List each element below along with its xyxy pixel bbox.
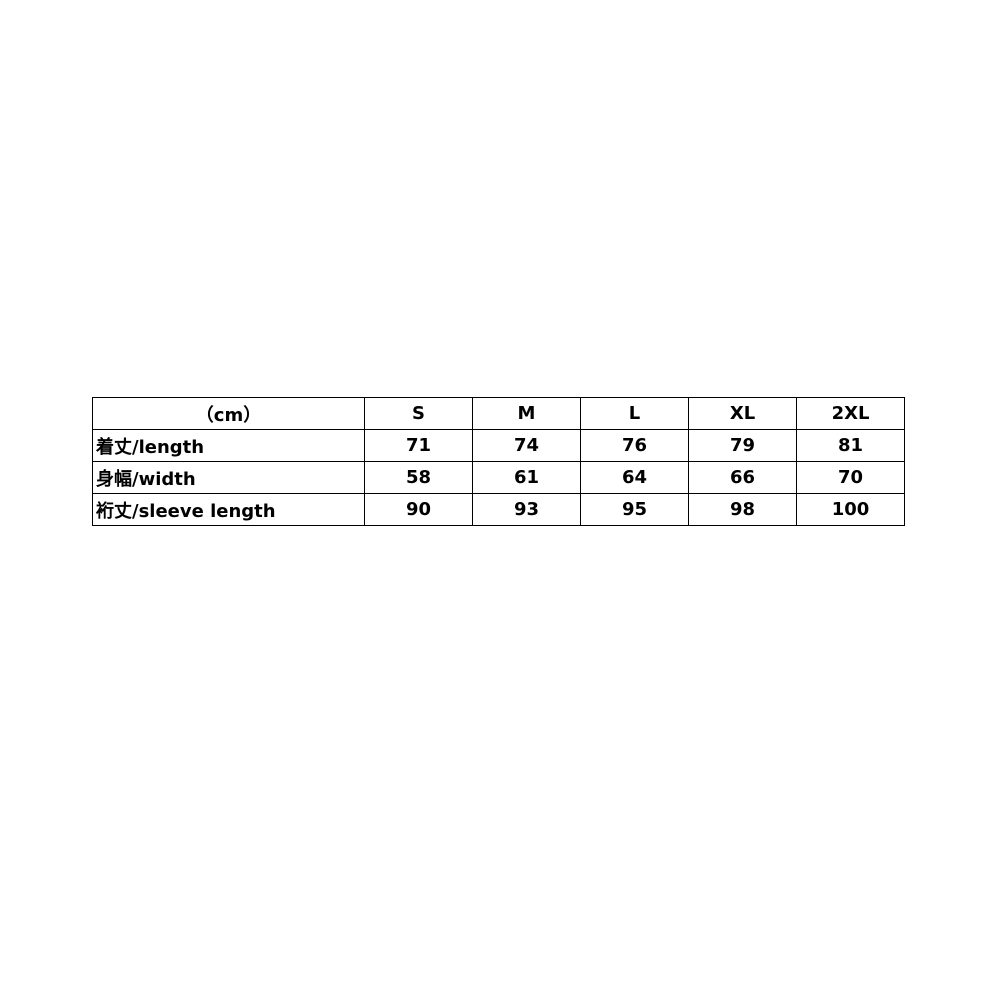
table-cell: 71: [364, 429, 473, 462]
size-header: 2XL: [796, 397, 905, 430]
table-cell: 90: [364, 493, 473, 526]
table-row: 身幅/width 58 61 64 66 70: [92, 461, 905, 494]
table-cell: 61: [472, 461, 581, 494]
row-label: 着丈/length: [92, 429, 365, 462]
unit-header: （cm）: [92, 397, 365, 430]
table-cell: 95: [580, 493, 689, 526]
table-cell: 58: [364, 461, 473, 494]
table-cell: 100: [796, 493, 905, 526]
size-header: S: [364, 397, 473, 430]
table-cell: 64: [580, 461, 689, 494]
table-cell: 66: [688, 461, 797, 494]
table-cell: 70: [796, 461, 905, 494]
table-cell: 76: [580, 429, 689, 462]
table-cell: 98: [688, 493, 797, 526]
table-row: 着丈/length 71 74 76 79 81: [92, 429, 905, 462]
row-label: 裄丈/sleeve length: [92, 493, 365, 526]
table-cell: 93: [472, 493, 581, 526]
row-label: 身幅/width: [92, 461, 365, 494]
size-header: L: [580, 397, 689, 430]
size-chart-table: （cm） S M L XL 2XL 着丈/length 71 74 76 79 …: [92, 397, 905, 526]
header-row: （cm） S M L XL 2XL: [92, 397, 905, 430]
table-row: 裄丈/sleeve length 90 93 95 98 100: [92, 493, 905, 526]
table-cell: 79: [688, 429, 797, 462]
table-cell: 74: [472, 429, 581, 462]
size-header: XL: [688, 397, 797, 430]
table-cell: 81: [796, 429, 905, 462]
size-header: M: [472, 397, 581, 430]
